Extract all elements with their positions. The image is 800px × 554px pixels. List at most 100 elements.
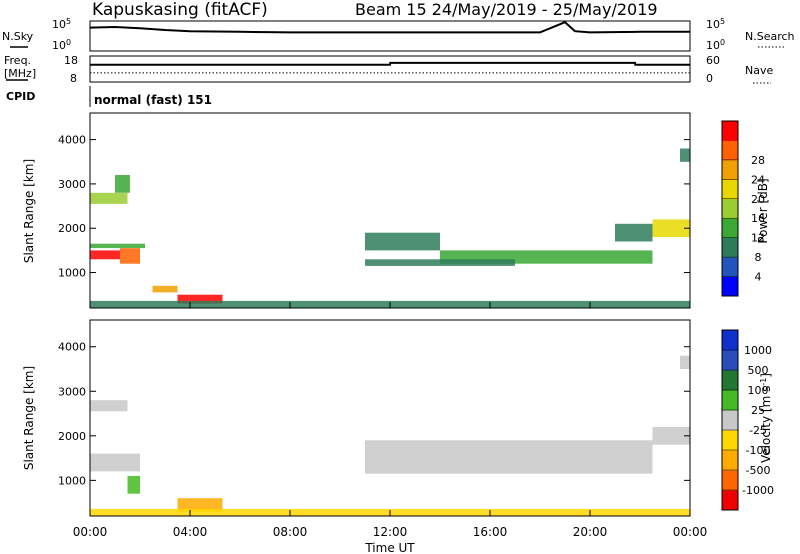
freq-label: Freq.: [4, 54, 31, 67]
y-tick-label: 2000: [58, 222, 86, 235]
noise-right-tick-low: 100: [706, 38, 725, 52]
heatmap-cell: [177, 294, 223, 304]
y-tick-label: 4000: [58, 341, 86, 354]
heatmap-cell: [365, 259, 515, 266]
y-tick-label: 3000: [58, 178, 86, 191]
x-axis: 00:00 04:00 08:00 12:00 16:00 20:00 00:00: [73, 302, 708, 539]
heatmap-cell: [90, 192, 128, 204]
freq-series: [90, 61, 690, 74]
colorbar-segment: [722, 140, 738, 161]
cpid-panel: CPID normal (fast) 151: [6, 86, 212, 107]
freq-panel: Freq. [MHz] 18 8 60 0 Nave: [4, 54, 773, 85]
x-tick-label: 16:00: [473, 525, 508, 539]
y-tick-label: 1000: [58, 474, 86, 487]
heatmap-cell: [680, 148, 690, 162]
colorbar-segment: [722, 159, 738, 180]
x-axis-label: Time UT: [364, 541, 415, 554]
velocity-ylabel: Slant Range [km]: [22, 366, 36, 470]
colorbar-tick-label: 25: [751, 404, 765, 417]
colorbar-tick-label: 500: [748, 364, 769, 377]
heatmap-cell: [152, 285, 178, 293]
power-colorbar: 4 8 12 16 20 24 28: [721, 120, 765, 297]
heatmap-cell: [90, 453, 140, 472]
colorbar-tick-label: -500: [746, 464, 771, 477]
nave-tick-high: 60: [706, 54, 720, 67]
colorbar-segment: [722, 490, 738, 511]
colorbar-segment: [722, 121, 738, 141]
noise-right-tick-high: 105: [706, 17, 725, 31]
colorbar-tick-label: 4: [755, 271, 762, 284]
x-tick-label: 08:00: [273, 525, 308, 539]
heatmap-cell: [365, 440, 653, 474]
y-tick-label: 1000: [58, 267, 86, 280]
colorbar-segment: [722, 390, 738, 411]
x-tick-label: 04:00: [173, 525, 208, 539]
velocity-panel: 1000 2000 3000 4000 Slant Range [km] -1000 -…: [22, 319, 774, 517]
colorbar-tick-label: -25: [749, 424, 767, 437]
heatmap-cell: [127, 475, 140, 494]
power-plot-bg: [90, 113, 690, 308]
y-tick-label: 3000: [58, 385, 86, 398]
freq-tick-low: 8: [70, 72, 77, 85]
colorbar-segment: [722, 470, 738, 491]
heatmap-cell: [90, 400, 128, 412]
colorbar-tick-label: 28: [751, 154, 765, 167]
colorbar-segment: [722, 257, 738, 277]
heatmap-cell: [120, 248, 140, 264]
colorbar-tick-label: 24: [751, 173, 765, 186]
colorbar-segment: [722, 179, 738, 200]
colorbar-frame: [721, 120, 739, 297]
y-tick-label: 2000: [58, 430, 86, 443]
velocity-colorbar: -1000 -500 -100 -25 25 100 500 1000: [721, 329, 774, 511]
noise-left-tick-low: 100: [52, 38, 71, 52]
colorbar-tick-label: -1000: [742, 484, 774, 497]
colorbar-segment: [722, 370, 738, 391]
heatmap-cell: [90, 250, 120, 260]
heatmap-cell: [615, 223, 653, 242]
nave-label: Nave: [745, 64, 773, 77]
nave-line: [90, 61, 690, 66]
noise-panel: N.Sky 105 100 105 100 N.Search: [2, 17, 795, 52]
freq-tick-high: 18: [64, 54, 78, 67]
heatmap-cell: [90, 243, 145, 249]
heatmap-cell: [652, 426, 690, 445]
power-panel: 1000 2000 3000 4000 Slant Range [km] 4 8 12 16…: [22, 112, 770, 309]
cpid-label: CPID: [6, 90, 35, 103]
station-title: Kapuskasing (fitACF): [92, 0, 268, 20]
freq-unit-label: [MHz]: [4, 67, 36, 80]
colorbar-frame: [721, 329, 739, 511]
colorbar-segment: [722, 237, 738, 258]
power-colorbar-label: Power [dB]: [756, 178, 770, 243]
beam-date-title: Beam 15 24/May/2019 - 25/May/2019: [355, 0, 658, 19]
colorbar-tick-label: 16: [751, 212, 765, 225]
heatmap-cell: [365, 232, 440, 251]
cpid-value: normal (fast) 151: [94, 93, 212, 107]
velocity-colorbar-label: Velocity [m s-1]: [759, 373, 773, 463]
power-y-ticks: 1000 2000 3000 4000: [58, 134, 690, 280]
colorbar-segment: [722, 218, 738, 239]
noise-sky-line: [89, 21, 690, 34]
noise-right-label: N.Search: [745, 30, 795, 43]
heatmap-cell: [680, 355, 690, 369]
heatmap-cell: [652, 219, 690, 238]
colorbar-segment: [722, 276, 738, 297]
colorbar-tick-label: 1000: [744, 344, 772, 357]
colorbar-segment: [722, 330, 738, 351]
freq-panel-frame: [89, 55, 691, 83]
nave-tick-low: 0: [706, 72, 713, 85]
colorbar-tick-label: 20: [751, 193, 765, 206]
x-tick-label: 00:00: [673, 525, 708, 539]
colorbar-segment: [722, 450, 738, 471]
colorbar-tick-label: 8: [755, 251, 762, 264]
heatmap-cell: [115, 175, 130, 193]
noise-left-tick-high: 105: [52, 17, 71, 31]
x-tick-label: 12:00: [373, 525, 408, 539]
noise-series: [89, 21, 690, 34]
x-tick-label: 20:00: [573, 525, 608, 539]
velocity-plot-bg: [90, 320, 690, 516]
x-tick-label: 00:00: [73, 525, 108, 539]
colorbar-tick-label: 12: [751, 232, 765, 245]
noise-panel-frame: [89, 20, 691, 52]
velocity-y-ticks: 1000 2000 3000 4000: [58, 341, 690, 487]
